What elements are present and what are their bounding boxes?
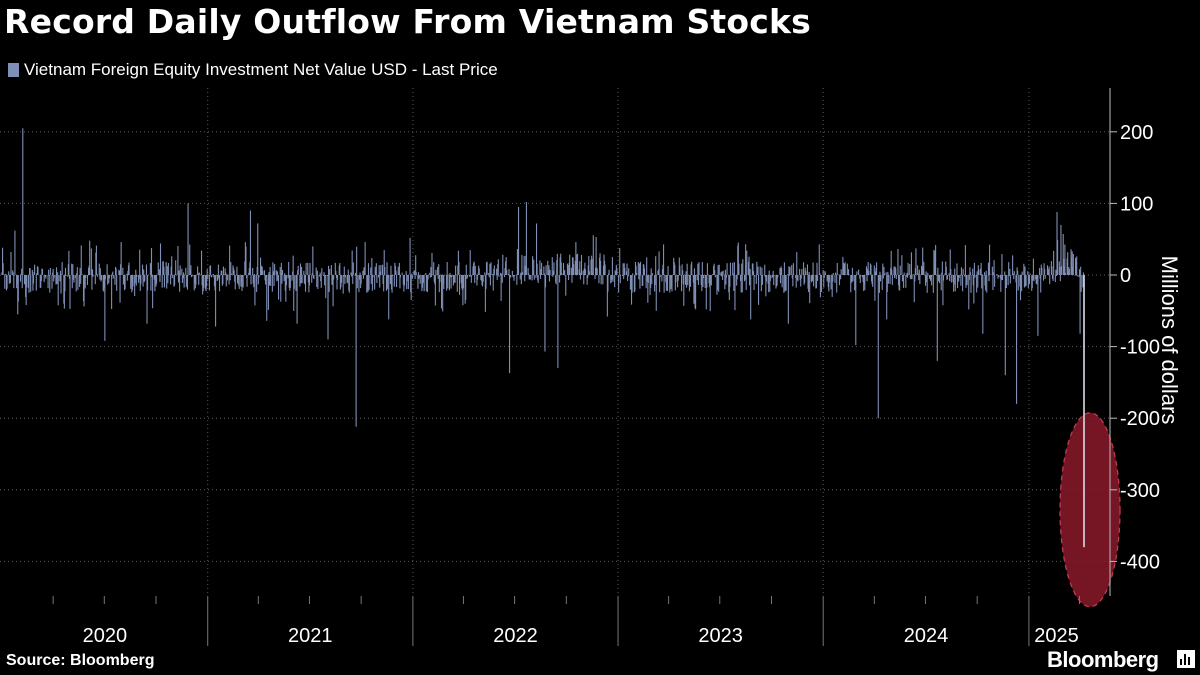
legend: Vietnam Foreign Equity Investment Net Va… bbox=[8, 60, 498, 80]
axes: 200 100 0 -100 -200 -300 -400 2020 2021 2022 2023 2… bbox=[52, 88, 1160, 647]
x-tick-label: 2025 bbox=[1034, 625, 1079, 647]
bar-series bbox=[1, 128, 1084, 427]
legend-swatch bbox=[8, 63, 19, 77]
y-tick-label: -300 bbox=[1120, 480, 1160, 502]
chart-title: Record Daily Outflow From Vietnam Stocks bbox=[4, 2, 812, 41]
x-tick-label: 2021 bbox=[288, 625, 333, 647]
y-tick-label: -100 bbox=[1120, 337, 1160, 359]
x-tick-label: 2024 bbox=[904, 625, 949, 647]
y-tick-label: 100 bbox=[1120, 193, 1153, 215]
y-tick-label: 0 bbox=[1120, 265, 1131, 287]
source-note: Source: Bloomberg bbox=[6, 652, 155, 669]
bloomberg-logo: Bloomberg bbox=[1047, 647, 1159, 672]
y-axis-label: Millions of dollars bbox=[1157, 255, 1182, 425]
x-tick-label: 2020 bbox=[83, 625, 128, 647]
legend-label: Vietnam Foreign Equity Investment Net Va… bbox=[24, 60, 498, 79]
y-tick-label: 200 bbox=[1120, 122, 1153, 144]
highlight-layer bbox=[1059, 275, 1121, 608]
chart-icon bbox=[1177, 650, 1195, 668]
x-tick-label: 2023 bbox=[698, 625, 743, 647]
gridlines bbox=[0, 88, 1110, 596]
y-tick-label: -400 bbox=[1120, 551, 1160, 573]
y-tick-label: -200 bbox=[1120, 408, 1160, 430]
highlight-ellipse bbox=[1059, 412, 1121, 608]
x-tick-label: 2022 bbox=[493, 625, 538, 647]
